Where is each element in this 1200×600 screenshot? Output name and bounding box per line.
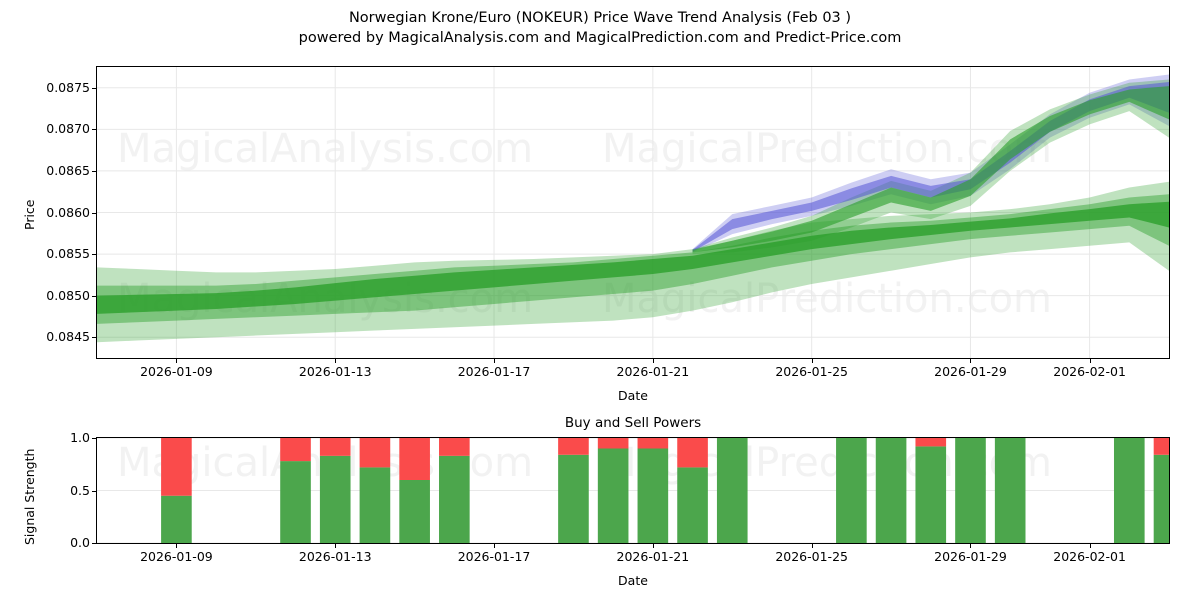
price-x-tick-label: 2026-01-29 <box>934 364 1007 379</box>
price-x-tick-mark <box>970 359 972 363</box>
signal-bar-buy <box>1153 454 1169 543</box>
signal-bar-buy <box>677 467 708 543</box>
signal-bar-buy <box>716 438 748 543</box>
price-y-tick-mark <box>92 129 96 131</box>
signal-bar-sell <box>637 438 669 449</box>
signal-bar-buy <box>439 455 470 543</box>
signal-y-tick-label: 1.0 <box>70 430 90 445</box>
price-y-tick-label: 0.0870 <box>46 121 90 137</box>
price-y-tick-mark <box>92 254 96 256</box>
signal-bar-sell <box>161 438 192 496</box>
price-y-tick-mark <box>92 87 96 89</box>
signal-y-axis-label: Signal Strength <box>22 448 37 545</box>
price-x-tick-mark <box>652 359 654 363</box>
price-wave-svg: MagicalAnalysis.com MagicalPrediction.com… <box>97 67 1169 358</box>
signal-x-tick-label: 2026-01-09 <box>140 549 213 564</box>
page-subtitle: powered by MagicalAnalysis.com and Magic… <box>298 30 902 46</box>
price-wave-green-core <box>692 86 1169 253</box>
price-y-tick-mark <box>92 170 96 172</box>
price-y-tick-label: 0.0875 <box>46 79 90 95</box>
chart-title-block: Norwegian Krone/Euro (NOKEUR) Price Wave… <box>0 8 1200 48</box>
signal-x-tick-label: 2026-01-29 <box>934 549 1007 564</box>
price-chart-plot-area: MagicalAnalysis.com MagicalPrediction.com… <box>96 66 1170 359</box>
signal-y-tick-mark <box>92 543 96 544</box>
signal-bar-buy <box>280 461 311 543</box>
signal-x-tick-mark <box>1089 544 1091 548</box>
price-x-tick-mark <box>176 359 178 363</box>
signal-bar-buy <box>875 438 907 543</box>
signal-x-tick-mark <box>494 544 496 548</box>
signal-bar-sell <box>399 438 430 480</box>
price-y-tick-mark <box>92 337 96 339</box>
signal-bar-sell <box>1153 438 1169 455</box>
signal-bar-buy <box>161 495 192 543</box>
signal-x-tick-label: 2026-01-17 <box>457 549 531 564</box>
signal-x-tick-label: 2026-01-21 <box>616 549 690 564</box>
signal-x-tick-mark <box>176 544 178 548</box>
signal-x-tick-label: 2026-01-13 <box>298 549 372 564</box>
signal-bar-buy <box>915 446 947 543</box>
signal-x-tick-label: 2026-02-01 <box>1053 549 1126 564</box>
price-x-tick-mark <box>335 359 337 363</box>
signal-y-tick-mark <box>92 438 96 439</box>
signal-bar-buy <box>359 467 391 543</box>
price-x-tick-mark <box>494 359 496 363</box>
signal-bar-buy <box>637 448 669 543</box>
signal-bar-buy <box>1113 438 1145 543</box>
signal-x-tick-mark <box>335 544 337 548</box>
signal-bar-buy <box>994 438 1026 543</box>
signal-bar-buy <box>836 438 867 543</box>
signal-bar-sell <box>280 438 311 462</box>
price-y-tick-label: 0.0855 <box>46 246 90 262</box>
signal-chart-title: Buy and Sell Powers <box>564 415 702 431</box>
price-y-tick-mark <box>92 212 96 214</box>
price-x-tick-mark <box>1089 359 1091 363</box>
signal-y-tick-mark <box>92 490 96 492</box>
watermark-text: MagicalPrediction.com <box>602 276 1052 322</box>
signal-bar-buy <box>955 438 986 543</box>
signal-x-tick-mark <box>970 544 972 548</box>
signal-x-tick-mark <box>652 544 654 548</box>
signal-bar-sell <box>597 438 629 449</box>
watermark-text: MagicalAnalysis.com <box>117 126 533 172</box>
signal-bar-sell <box>677 438 708 468</box>
price-x-tick-label: 2026-01-09 <box>140 364 213 379</box>
signal-bar-sell <box>439 438 470 456</box>
signal-bar-sell <box>915 438 947 447</box>
signal-y-tick-label: 0.0 <box>70 535 90 550</box>
watermark-text: MagicalPrediction.com <box>602 126 1052 172</box>
price-x-tick-label: 2026-02-01 <box>1053 364 1126 379</box>
price-x-axis-label: Date <box>618 388 648 403</box>
signal-bar-sell <box>359 438 391 468</box>
price-y-tick-label: 0.0860 <box>46 204 90 220</box>
price-y-tick-label: 0.0845 <box>46 329 90 345</box>
price-x-tick-label: 2026-01-13 <box>298 364 372 379</box>
signal-x-tick-mark <box>811 544 813 548</box>
price-y-tick-label: 0.0850 <box>46 287 90 303</box>
price-x-tick-label: 2026-01-17 <box>457 364 531 379</box>
signal-y-tick-label: 0.5 <box>70 482 90 498</box>
signal-bar-buy <box>319 455 351 543</box>
signal-bar-sell <box>319 438 351 456</box>
price-x-tick-label: 2026-01-21 <box>616 364 690 379</box>
price-band-green-core <box>97 201 1169 314</box>
signal-bar-sell <box>558 438 589 455</box>
signal-x-tick-label: 2026-01-25 <box>775 549 848 564</box>
signal-x-axis-label: Date <box>618 573 648 588</box>
signal-bar-buy <box>399 480 430 543</box>
page-title: Norwegian Krone/Euro (NOKEUR) Price Wave… <box>348 10 852 26</box>
price-x-tick-label: 2026-01-25 <box>775 364 848 379</box>
price-x-tick-mark <box>811 359 813 363</box>
signal-bar-buy <box>597 448 629 543</box>
price-y-tick-label: 0.0865 <box>46 162 90 178</box>
signal-bar-buy <box>558 454 589 543</box>
price-y-tick-mark <box>92 295 96 297</box>
